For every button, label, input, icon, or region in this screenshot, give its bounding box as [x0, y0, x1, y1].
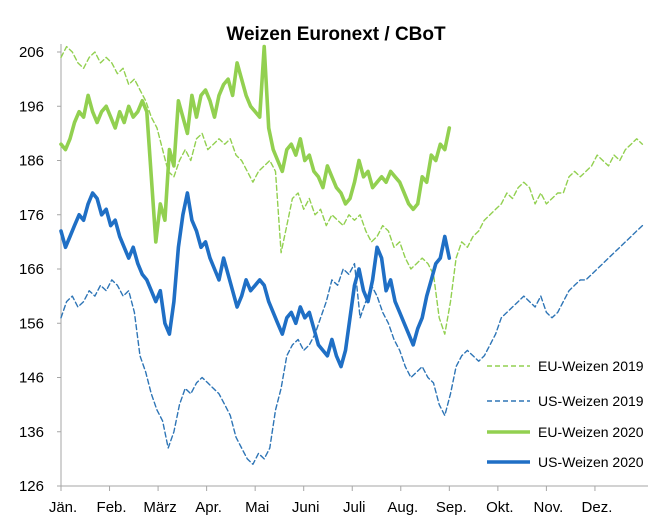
- y-tick-label: 186: [19, 153, 44, 170]
- y-tick-label: 166: [19, 261, 44, 278]
- y-tick-label: 146: [19, 370, 44, 387]
- legend: EU-Weizen 2019 US-Weizen 2019 EU-Weizen 20…: [487, 358, 644, 470]
- y-tick-label: 126: [19, 478, 44, 495]
- x-tick-label: Juli: [343, 499, 366, 516]
- chart-title: Weizen Euronext / CBoT: [226, 24, 446, 45]
- legend-label: US-Weizen 2020: [538, 454, 644, 470]
- series-line-eu-weizen-2019: [60, 45, 644, 335]
- legend-label: EU-Weizen 2020: [538, 424, 644, 440]
- legend-label: US-Weizen 2019: [538, 393, 644, 409]
- x-tick-label: Jän.: [49, 499, 77, 516]
- x-tick-label: Mai: [245, 499, 269, 516]
- series-layer: [59, 44, 644, 465]
- x-tick-label: Sep.: [436, 499, 467, 516]
- series-line-eu-weizen-2020: [59, 44, 452, 244]
- y-tick-label: 136: [19, 424, 44, 441]
- x-tick-label: März: [143, 499, 176, 516]
- x-tick-label: Nov.: [534, 499, 564, 516]
- axes: 126 136 146 156 166 176 186 196 206 Jän. Feb. März A…: [19, 44, 648, 516]
- y-tick-label: 206: [19, 44, 44, 61]
- y-tick-label: 156: [19, 315, 44, 332]
- x-tick-label: Aug.: [387, 499, 418, 516]
- y-tick-label: 176: [19, 207, 44, 224]
- legend-label: EU-Weizen 2019: [538, 358, 644, 374]
- series-line-us-weizen-2020: [59, 191, 452, 369]
- x-tick-label: Juni: [292, 499, 320, 516]
- x-tick-label: Okt.: [486, 499, 514, 516]
- series-line-us-weizen-2019: [60, 224, 644, 465]
- y-tick-label: 196: [19, 98, 44, 115]
- x-tick-label: Dez.: [582, 499, 613, 516]
- x-tick-label: Apr.: [195, 499, 222, 516]
- x-tick-label: Feb.: [97, 499, 127, 516]
